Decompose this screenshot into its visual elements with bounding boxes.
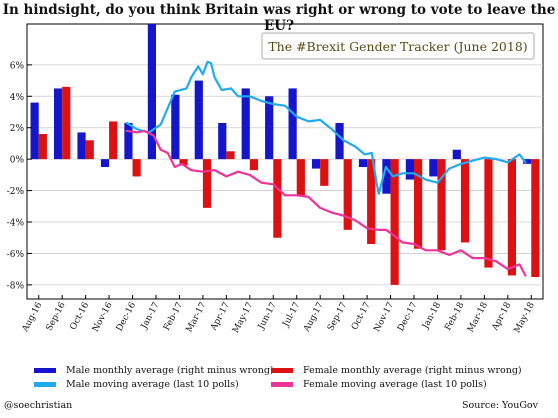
male-bar-may-17	[241, 88, 250, 160]
legend-swatch	[271, 368, 293, 373]
male-bar-aug-17	[311, 159, 321, 169]
footer-source: Source: YouGov	[462, 400, 539, 411]
y-tick-label: -6%	[7, 250, 25, 260]
legend-label: Male monthly average (right minus wrong)	[66, 365, 274, 376]
y-tick-label: 0%	[10, 156, 25, 166]
male-bar-nov-17	[382, 159, 391, 194]
male-bar-feb-18	[452, 149, 461, 160]
female-bar-dec-17	[414, 159, 423, 249]
x-tick-label: Mar-18	[466, 301, 490, 335]
female-bar-feb-17	[179, 159, 188, 166]
x-tick-label: Aug-17	[302, 301, 326, 335]
female-bar-feb-18	[460, 159, 470, 243]
male-bar-feb-17	[171, 94, 180, 160]
plot-area-border	[26, 23, 544, 300]
female-bar-dec-16	[132, 159, 141, 177]
subtitle-box: The #Brexit Gender Tracker (June 2018)	[261, 32, 535, 60]
female-bar-apr-18	[507, 159, 517, 276]
female-bar-mar-18	[484, 159, 493, 268]
x-tick-label: Apr-17	[208, 301, 232, 333]
legend-item-female-monthly: Female monthly average (right minus wron…	[271, 365, 522, 376]
lines-layer	[125, 60, 527, 277]
female-bar-sep-17	[343, 159, 352, 230]
bars-layer	[30, 24, 540, 285]
x-tick-label: Mar-17	[184, 301, 208, 335]
y-tick-label: 6%	[10, 61, 25, 71]
legend-label: Male moving average (last 10 polls)	[66, 379, 239, 390]
y-axis: -8% -6% -4% -2% 0% 2% 4% 6%	[7, 61, 32, 291]
female-bar-nov-16	[109, 121, 118, 160]
female-bar-aug-17	[320, 159, 329, 186]
male-bar-jun-17	[265, 96, 274, 160]
x-tick-label: May-17	[231, 301, 256, 335]
male-moving-average-line	[125, 60, 527, 195]
female-moving-average-line	[125, 129, 527, 277]
male-bar-jul-17	[288, 88, 297, 160]
footer-credit: @soechristian	[4, 400, 73, 411]
male-bar-jan-18	[429, 159, 438, 177]
female-bar-sep-16	[62, 86, 71, 160]
y-tick-label: 4%	[10, 93, 25, 103]
x-tick-label: Aug-16	[20, 300, 44, 334]
female-bar-aug-16	[38, 134, 47, 160]
female-bar-may-18	[531, 159, 540, 277]
x-tick-label: Sep-17	[326, 301, 349, 333]
x-tick-label: Sep-16	[44, 300, 68, 332]
female-bar-jul-17	[296, 159, 305, 196]
legend-swatch	[271, 382, 293, 387]
x-tick-label: Jun-17	[256, 301, 279, 332]
male-bar-dec-16	[124, 123, 133, 160]
x-tick-label: Oct-16	[68, 300, 91, 331]
legend-swatch	[34, 368, 56, 373]
x-axis: Aug-16 Sep-16 Oct-16 Nov-16 Dec-16 Jan-17 Feb-…	[20, 295, 537, 335]
x-tick-label: Nov-16	[91, 300, 115, 333]
y-tick-label: -2%	[7, 187, 25, 197]
female-bar-jan-18	[437, 159, 446, 251]
legend-item-male-monthly: Male monthly average (right minus wrong)	[34, 365, 274, 376]
y-tick-label: -8%	[7, 281, 25, 291]
female-bar-mar-17	[202, 159, 212, 208]
x-tick-label: Nov-17	[372, 301, 396, 334]
legend-swatch	[34, 382, 56, 387]
x-tick-label: Oct-17	[350, 301, 373, 332]
x-tick-label: May-18	[512, 301, 537, 335]
x-tick-label: Jul-17	[281, 301, 303, 330]
y-tick-label: 2%	[10, 124, 25, 134]
female-bar-oct-16	[85, 140, 94, 160]
female-bar-nov-17	[390, 159, 399, 285]
x-tick-label: Dec-16	[115, 300, 139, 333]
female-bar-oct-17	[367, 159, 376, 244]
male-bar-oct-16	[77, 132, 86, 160]
y-tick-label: -4%	[7, 219, 25, 229]
male-bar-apr-17	[218, 123, 227, 160]
male-bar-sep-17	[335, 123, 344, 160]
chart-title: In hindsight, do you think Britain was r…	[2, 2, 556, 34]
male-bar-oct-17	[358, 159, 368, 167]
x-tick-label: Dec-17	[396, 301, 420, 333]
male-bar-nov-16	[100, 159, 110, 167]
male-bar-jan-17	[147, 24, 156, 160]
female-bar-apr-17	[226, 151, 235, 160]
female-bar-jun-17	[273, 159, 282, 238]
male-bar-aug-16	[30, 102, 39, 160]
x-tick-label: Apr-18	[490, 301, 514, 333]
chart-subtitle: The #Brexit Gender Tracker (June 2018)	[268, 39, 527, 54]
legend-item-female-moving: Female moving average (last 10 polls)	[271, 379, 487, 390]
male-bar-sep-16	[53, 88, 63, 160]
x-tick-label: Feb-18	[443, 301, 466, 333]
x-tick-label: Feb-17	[162, 301, 185, 333]
legend-label: Female moving average (last 10 polls)	[303, 379, 487, 390]
x-tick-label: Jan-17	[139, 301, 162, 332]
male-bar-may-18	[523, 159, 532, 164]
male-bar-mar-17	[194, 80, 203, 160]
female-bar-may-17	[249, 159, 259, 171]
x-tick-label: Jan-18	[420, 301, 443, 332]
legend-item-male-moving: Male moving average (last 10 polls)	[34, 379, 239, 390]
legend-label: Female monthly average (right minus wron…	[303, 365, 522, 376]
male-bar-dec-17	[405, 159, 414, 180]
